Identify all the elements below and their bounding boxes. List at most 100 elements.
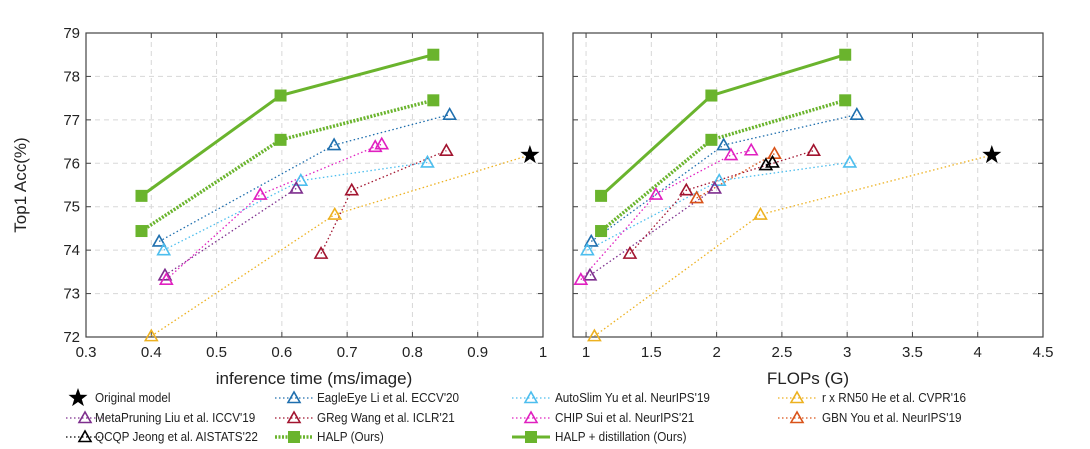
data-point-meta (582, 267, 598, 281)
series-line-chip (580, 149, 752, 281)
data-point-chip (367, 139, 383, 153)
data-point-eagle (326, 137, 342, 151)
data-point-halpd (427, 48, 440, 61)
legend-item-gbn (778, 410, 816, 424)
data-point-eagle (716, 137, 732, 151)
x-tick-label: 4.5 (1033, 344, 1054, 361)
x-tick-label: 0.7 (337, 344, 358, 361)
markers-eagle (583, 107, 865, 247)
legend-label: GBN You et al. NeurIPS'19 (822, 410, 962, 425)
series-line-gbn (696, 153, 775, 199)
x-tick-label: 0.9 (467, 344, 488, 361)
series-rn50 (594, 154, 992, 337)
legend-item-greg (275, 410, 313, 424)
x-tick-label: 0.6 (271, 344, 292, 361)
series-line-rn50 (594, 154, 992, 337)
data-point-greg (806, 143, 821, 156)
data-point-halp (595, 225, 608, 238)
legend-label: EagleEye Li et al. ECCV'20 (317, 390, 460, 405)
data-point-halpd (135, 189, 148, 202)
series-line-greg (629, 150, 814, 255)
y-tick-label: 78 (63, 68, 80, 85)
markers-autoslim (156, 154, 435, 256)
legend-marker-gbn (789, 410, 805, 424)
data-point-eagle (849, 107, 865, 120)
data-point-orig (982, 145, 1002, 164)
legend-label: HALP + distillation (Ours) (555, 429, 687, 444)
legend-label: r x RN50 He et al. CVPR'16 (822, 390, 966, 405)
legend-label: AutoSlim Yu et al. NeurIPS'19 (555, 390, 710, 405)
data-point-eagle (583, 233, 599, 247)
series-line-meta (589, 187, 716, 276)
legend-marker-orig (68, 388, 88, 407)
data-point-chip (648, 186, 664, 200)
series-rn50 (150, 154, 531, 337)
y-tick-label: 79 (63, 25, 80, 42)
series-line-halp (599, 98, 846, 233)
series-meta (589, 187, 716, 276)
data-point-halp (274, 133, 287, 146)
markers-qcqp (758, 154, 780, 171)
axes-frame (572, 32, 1044, 338)
markers-rn50 (587, 206, 768, 342)
markers-rn50 (143, 206, 343, 342)
legend-item-rn50 (778, 390, 816, 404)
data-point-chip (573, 272, 589, 285)
legend-item-autoslim (512, 390, 550, 404)
markers-orig (520, 145, 540, 164)
x-tick-label: 3.5 (902, 344, 923, 361)
markers-gbn (689, 146, 782, 204)
series-line-autoslim (587, 161, 850, 251)
axes-frame (85, 32, 544, 338)
data-point-meta (157, 267, 173, 281)
data-point-orig (520, 145, 540, 164)
data-point-halpd (274, 89, 287, 102)
markers-greg (313, 143, 454, 259)
legend-marker-chip (523, 410, 539, 424)
legend-item-halp (275, 431, 313, 443)
data-point-chip (374, 136, 390, 150)
markers-autoslim (579, 154, 858, 256)
legend-marker-autoslim (523, 390, 539, 404)
legend-item-orig (68, 388, 88, 407)
legend-label: MetaPruning Liu et al. ICCV'19 (95, 410, 256, 425)
x-axis-label-right: FLOPs (G) (767, 369, 849, 388)
markers-eagle (151, 107, 458, 247)
series-greg (629, 150, 814, 255)
y-tick-label: 72 (63, 329, 80, 346)
x-tick-label: 0.4 (141, 344, 162, 361)
data-point-autoslim (579, 242, 595, 256)
x-tick-label: 1 (582, 344, 590, 361)
series-halp (599, 98, 846, 233)
y-tick-label: 74 (63, 242, 80, 259)
data-point-halp (135, 225, 148, 238)
legend-label: QCQP Jeong et al. AISTATS'22 (95, 429, 258, 444)
plot-area (86, 33, 543, 337)
y-tick-label: 76 (63, 155, 80, 172)
legend-label: CHIP Sui et al. NeurIPS'21 (555, 410, 695, 425)
data-point-greg (622, 246, 638, 259)
markers-halpd (135, 48, 440, 202)
series-line-chip (165, 143, 382, 281)
markers-meta (582, 180, 723, 281)
y-tick-label: 75 (63, 199, 80, 216)
legend-label: GReg Wang et al. ICLR'21 (317, 410, 455, 425)
markers-greg (622, 143, 821, 259)
x-tick-label: 1 (539, 344, 547, 361)
data-point-autoslim (711, 173, 727, 186)
x-tick-label: 0.5 (206, 344, 227, 361)
data-point-greg (678, 182, 694, 196)
y-tick-label: 77 (63, 112, 80, 129)
legend-label: Original model (95, 390, 171, 405)
legend-marker-eagle (286, 390, 302, 404)
data-point-rn50 (587, 328, 602, 342)
series-autoslim (587, 161, 850, 251)
data-point-chip (743, 142, 759, 156)
x-tick-label: 2.5 (771, 344, 792, 361)
legend-item-halpd (512, 431, 550, 443)
data-point-rn50 (753, 206, 768, 220)
data-point-gbn (767, 146, 782, 160)
x-axis-label-left: inference time (ms/image) (216, 369, 413, 388)
